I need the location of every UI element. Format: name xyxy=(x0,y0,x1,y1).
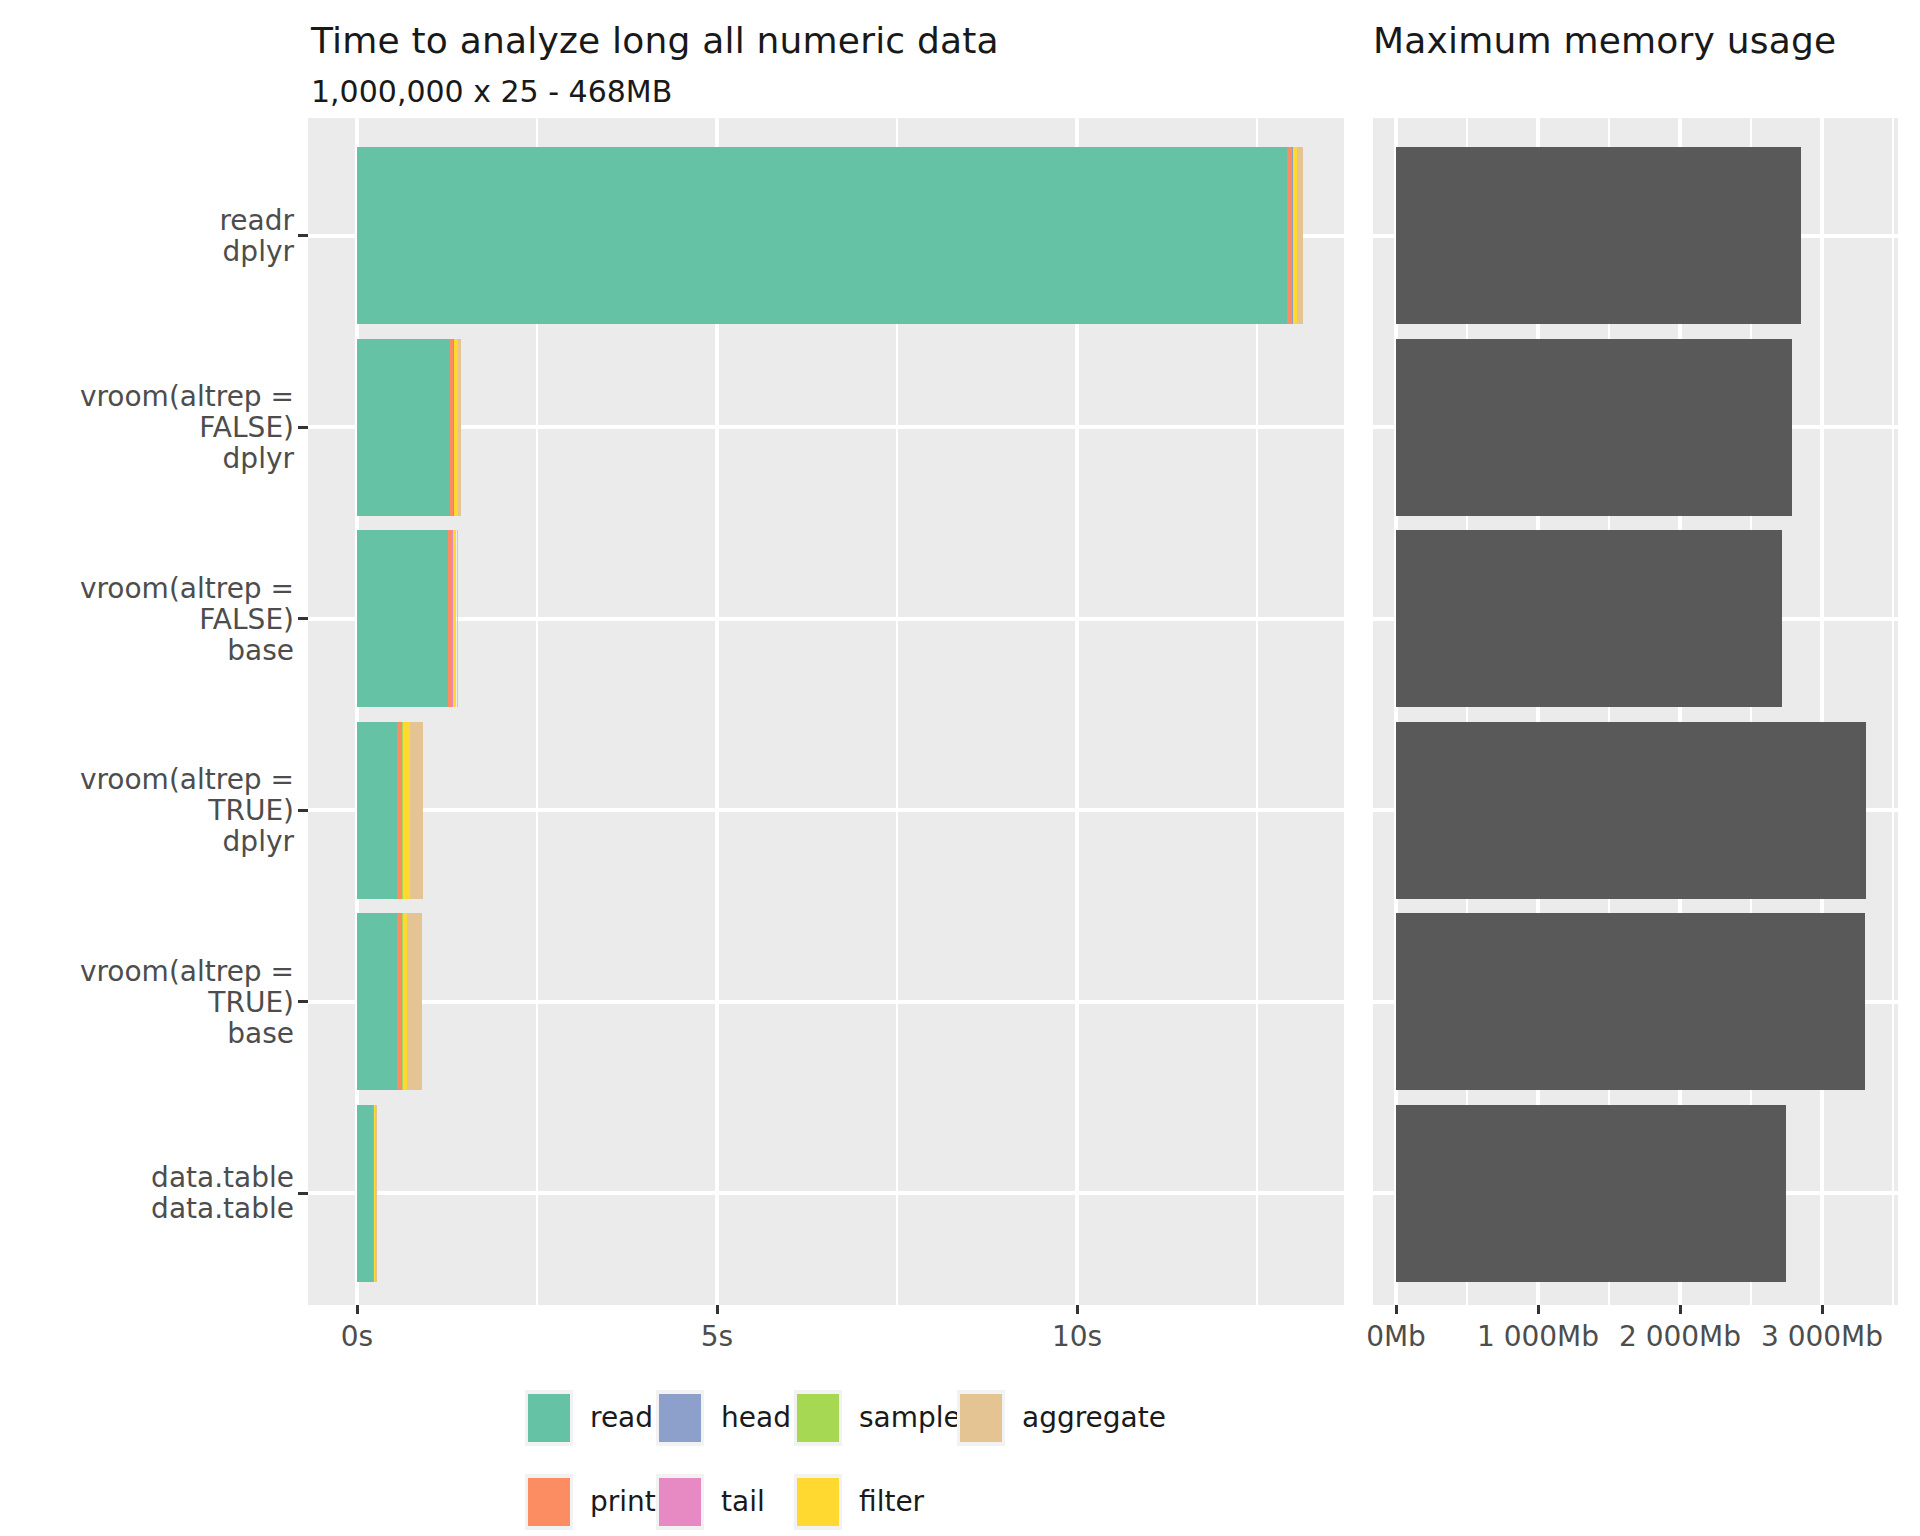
y-axis-tick xyxy=(298,1192,308,1195)
legend-item-read: read xyxy=(525,1390,656,1474)
x-axis-tick-label: 0s xyxy=(341,1320,373,1353)
x-axis-tick xyxy=(1537,1305,1540,1314)
legend-key xyxy=(525,1474,573,1530)
legend: readheadsampleaggregateprinttailfilter xyxy=(525,1390,1237,1536)
x-axis-tick-label: 1 000Mb xyxy=(1477,1320,1599,1353)
memory-bar xyxy=(1396,722,1866,899)
x-axis-tick xyxy=(1395,1305,1398,1314)
horizontal-major-gridline xyxy=(308,1191,1344,1195)
legend-label: sample xyxy=(859,1390,961,1446)
legend-key xyxy=(794,1474,842,1530)
memory-bar xyxy=(1396,530,1782,707)
time-bar-segment-read xyxy=(357,339,450,516)
memory-panel xyxy=(1373,118,1898,1305)
time-bar-segment-filter xyxy=(403,722,411,899)
legend-label: aggregate xyxy=(1022,1390,1166,1446)
legend-key xyxy=(794,1390,842,1446)
x-axis-tick-label: 2 000Mb xyxy=(1619,1320,1741,1353)
legend-swatch-filter xyxy=(797,1478,839,1526)
x-axis-tick-label: 10s xyxy=(1052,1320,1102,1353)
time-bar-segment-aggregate xyxy=(457,530,458,707)
time-bar-segment-aggregate xyxy=(407,913,422,1090)
vroom-benchmark-figure: Time to analyze long all numeric data 1,… xyxy=(0,0,1920,1536)
major-gridline xyxy=(1820,118,1824,1305)
time-bar-segment-read xyxy=(357,722,397,899)
x-axis-tick xyxy=(1679,1305,1682,1314)
time-panel-subtitle: 1,000,000 x 25 - 468MB xyxy=(311,74,672,109)
legend-key xyxy=(656,1390,704,1446)
legend-item-print: print xyxy=(525,1474,656,1536)
x-axis-tick xyxy=(356,1305,359,1314)
legend-swatch-read xyxy=(528,1394,570,1442)
y-axis-tick xyxy=(298,617,308,620)
minor-gridline xyxy=(1892,118,1894,1305)
legend-item-tail: tail xyxy=(656,1474,794,1536)
x-axis-tick-label: 5s xyxy=(701,1320,733,1353)
x-axis-tick xyxy=(1076,1305,1079,1314)
legend-swatch-sample xyxy=(797,1394,839,1442)
horizontal-major-gridline xyxy=(308,1000,1344,1004)
legend-swatch-aggregate xyxy=(960,1394,1002,1442)
memory-panel-title: Maximum memory usage xyxy=(1373,20,1836,61)
x-axis-tick-label: 3 000Mb xyxy=(1761,1320,1883,1353)
legend-swatch-tail xyxy=(659,1478,701,1526)
legend-label: print xyxy=(590,1474,656,1530)
legend-item-head: head xyxy=(656,1390,794,1474)
legend-key xyxy=(656,1474,704,1530)
memory-bar xyxy=(1396,1105,1786,1282)
y-axis-tick xyxy=(298,426,308,429)
x-axis-tick xyxy=(1821,1305,1824,1314)
time-bar-segment-aggregate xyxy=(410,722,423,899)
y-axis-tick xyxy=(298,809,308,812)
horizontal-major-gridline xyxy=(308,617,1344,621)
time-panel-title: Time to analyze long all numeric data xyxy=(311,20,999,61)
legend-key xyxy=(957,1390,1005,1446)
y-category-label: vroom(altrep = TRUE) dplyr xyxy=(30,764,294,857)
time-bar-segment-aggregate xyxy=(375,1105,377,1282)
legend-label: tail xyxy=(721,1474,765,1530)
legend-label: filter xyxy=(859,1474,924,1530)
y-category-label: vroom(altrep = FALSE) dplyr xyxy=(30,381,294,474)
legend-label: head xyxy=(721,1390,791,1446)
y-axis-tick xyxy=(298,1000,308,1003)
time-bar-segment-read xyxy=(357,1105,373,1282)
time-panel xyxy=(308,118,1344,1305)
horizontal-major-gridline xyxy=(308,808,1344,812)
legend-swatch-head xyxy=(659,1394,701,1442)
legend-label: read xyxy=(590,1390,653,1446)
y-category-label: vroom(altrep = TRUE) base xyxy=(30,955,294,1048)
horizontal-major-gridline xyxy=(308,425,1344,429)
time-bar-segment-read xyxy=(357,147,1287,324)
time-bar-segment-aggregate xyxy=(1297,147,1303,324)
legend-item-aggregate: aggregate xyxy=(957,1390,1237,1474)
memory-bar xyxy=(1396,913,1865,1090)
legend-item-filter: filter xyxy=(794,1474,957,1536)
x-axis-tick xyxy=(716,1305,719,1314)
time-bar-segment-aggregate xyxy=(458,339,461,516)
memory-bar xyxy=(1396,339,1792,516)
y-category-label: data.table data.table xyxy=(30,1162,294,1224)
memory-bar xyxy=(1396,147,1801,324)
legend-key xyxy=(525,1390,573,1446)
time-bar-segment-read xyxy=(357,913,397,1090)
x-axis-tick-label: 0Mb xyxy=(1366,1320,1426,1353)
legend-item-sample: sample xyxy=(794,1390,957,1474)
y-category-label: readr dplyr xyxy=(30,205,294,267)
y-category-label: vroom(altrep = FALSE) base xyxy=(30,572,294,665)
y-axis-tick xyxy=(298,234,308,237)
legend-spacer xyxy=(957,1474,1237,1536)
legend-swatch-print xyxy=(528,1478,570,1526)
time-bar-segment-read xyxy=(357,530,448,707)
